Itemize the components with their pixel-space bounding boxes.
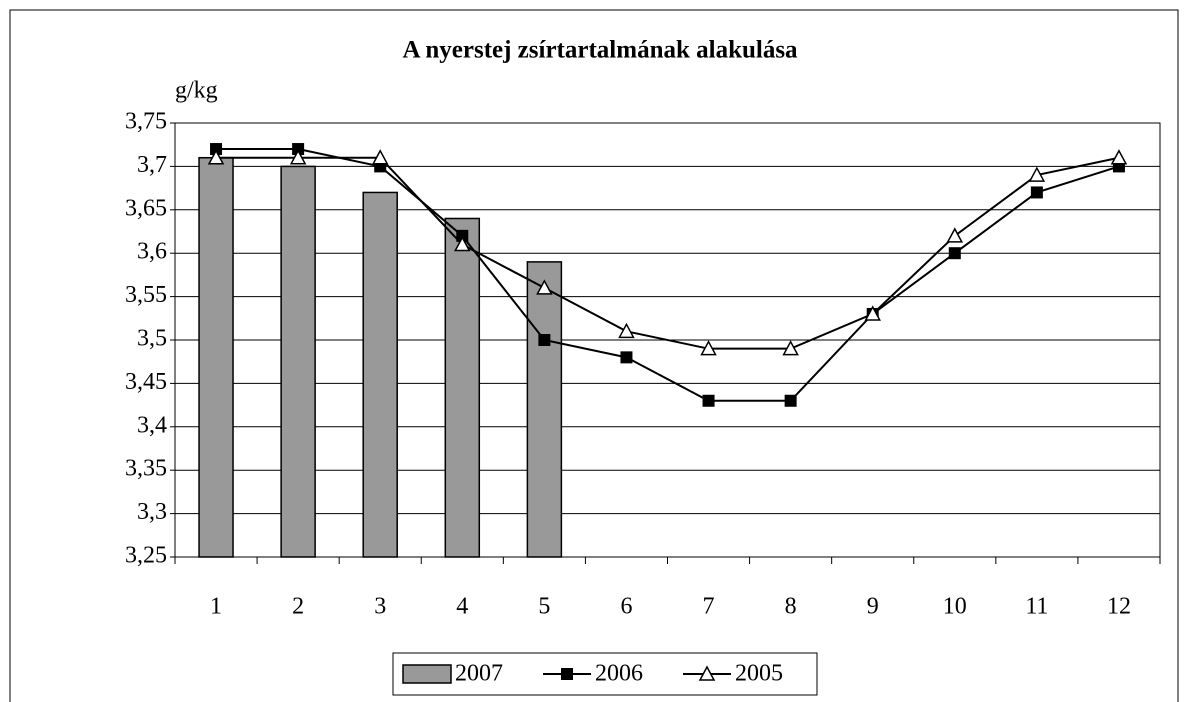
- point: [618, 322, 635, 339]
- bar: [362, 191, 398, 558]
- bar: [526, 261, 563, 558]
- point: [289, 149, 307, 165]
- x-tick-label: 11: [1025, 594, 1048, 620]
- point: [1110, 149, 1128, 165]
- point: [700, 340, 717, 356]
- point: [536, 279, 553, 295]
- bar: [280, 165, 316, 558]
- legend-label: 2005: [735, 661, 783, 687]
- line: [216, 156, 1120, 350]
- point: [702, 394, 715, 407]
- legend-label: 2006: [595, 661, 643, 687]
- point: [946, 227, 964, 243]
- y-axis-label: g/kg: [175, 78, 218, 104]
- chart-border: [9, 9, 1179, 702]
- point: [371, 149, 389, 165]
- bar: [198, 156, 234, 558]
- x-tick-label: 6: [620, 594, 632, 620]
- x-tick-label: 2: [292, 594, 304, 620]
- bar: [444, 217, 481, 558]
- x-tick-label: 1: [210, 594, 222, 620]
- x-tick-label: 12: [1107, 594, 1131, 620]
- y-tick-label: 3,6: [137, 239, 167, 265]
- point: [456, 229, 469, 242]
- y-tick-label: 3,5: [137, 326, 167, 352]
- point: [454, 235, 471, 252]
- x-tick-label: 3: [374, 594, 386, 620]
- point: [1030, 186, 1043, 199]
- legend-label: 2007: [455, 661, 503, 687]
- legend-marker: [561, 668, 573, 680]
- y-tick-label: 3,35: [125, 456, 167, 482]
- point: [948, 247, 961, 260]
- x-tick-label: 4: [456, 594, 468, 620]
- point: [1028, 166, 1046, 182]
- x-tick-label: 10: [943, 594, 967, 620]
- y-tick-label: 3,45: [125, 369, 167, 395]
- point: [538, 334, 551, 346]
- point: [620, 351, 633, 364]
- legend-swatch: [402, 664, 452, 684]
- point: [864, 305, 881, 321]
- point: [207, 149, 225, 165]
- x-tick-label: 9: [867, 594, 879, 620]
- x-tick-label: 7: [703, 594, 715, 620]
- line: [216, 148, 1120, 402]
- legend-marker: [698, 665, 716, 681]
- chart-title: A nyerstej zsírtartalmának alakulása: [402, 37, 798, 64]
- legend-box: [392, 652, 818, 696]
- point: [782, 340, 799, 356]
- x-tick-label: 8: [785, 594, 797, 620]
- point: [784, 394, 797, 407]
- y-tick-label: 3,7: [137, 152, 167, 178]
- point: [210, 143, 223, 156]
- y-tick-label: 3,4: [137, 412, 167, 438]
- y-tick-label: 3,75: [125, 109, 167, 135]
- y-tick-label: 3,3: [137, 499, 167, 525]
- x-tick-label: 5: [538, 594, 550, 620]
- y-tick-label: 3,25: [125, 543, 167, 569]
- y-tick-label: 3,55: [125, 282, 167, 308]
- point: [292, 143, 305, 156]
- y-tick-label: 3,65: [125, 195, 167, 221]
